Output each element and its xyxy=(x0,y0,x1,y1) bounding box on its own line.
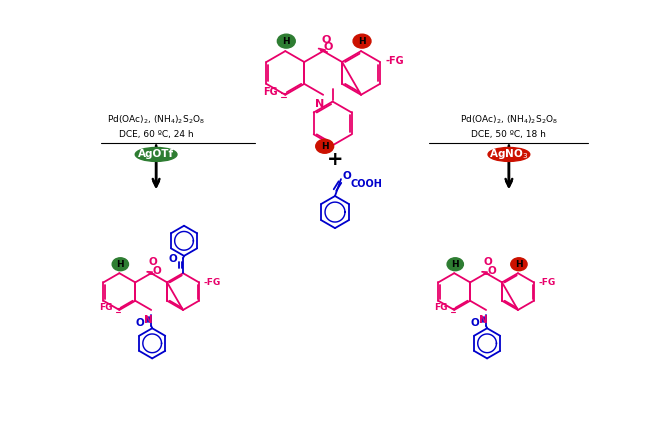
Text: AgNO$_3$: AgNO$_3$ xyxy=(489,148,529,161)
Ellipse shape xyxy=(447,258,464,271)
Text: H: H xyxy=(452,260,459,269)
Text: FG: FG xyxy=(434,304,448,312)
Text: O: O xyxy=(487,266,496,276)
Text: O: O xyxy=(149,257,158,267)
Text: H: H xyxy=(116,260,124,269)
Text: FG: FG xyxy=(99,304,112,312)
Text: DCE, 50 ºC, 18 h: DCE, 50 ºC, 18 h xyxy=(472,130,547,139)
Ellipse shape xyxy=(278,34,295,48)
Text: N: N xyxy=(479,315,488,325)
Text: N: N xyxy=(314,99,324,109)
Text: N: N xyxy=(144,315,153,325)
Text: O: O xyxy=(484,257,492,267)
Text: O: O xyxy=(169,254,177,264)
Ellipse shape xyxy=(316,139,334,153)
Text: +: + xyxy=(326,150,343,169)
Text: -FG: -FG xyxy=(386,56,405,66)
Text: O: O xyxy=(322,35,331,45)
Ellipse shape xyxy=(488,148,530,161)
Text: O: O xyxy=(136,318,145,328)
Text: FG: FG xyxy=(263,87,278,97)
Text: DCE, 60 ºC, 24 h: DCE, 60 ºC, 24 h xyxy=(119,130,193,139)
Text: O: O xyxy=(324,42,333,51)
Text: H: H xyxy=(282,37,290,46)
Text: H: H xyxy=(358,37,366,46)
Ellipse shape xyxy=(135,148,177,161)
Ellipse shape xyxy=(112,258,128,271)
Text: O: O xyxy=(152,266,161,276)
Text: O: O xyxy=(343,171,352,181)
Text: -FG: -FG xyxy=(204,278,221,287)
Text: O: O xyxy=(470,318,479,328)
Ellipse shape xyxy=(511,258,527,271)
Text: H: H xyxy=(321,142,328,151)
Text: -FG: -FG xyxy=(539,278,556,287)
Text: COOH: COOH xyxy=(351,179,383,189)
Text: Pd(OAc)$_2$, (NH$_4$)$_2$S$_2$O$_8$: Pd(OAc)$_2$, (NH$_4$)$_2$S$_2$O$_8$ xyxy=(460,114,558,126)
Text: H: H xyxy=(515,260,522,269)
Text: Pd(OAc)$_2$, (NH$_4$)$_2$S$_2$O$_8$: Pd(OAc)$_2$, (NH$_4$)$_2$S$_2$O$_8$ xyxy=(107,114,205,126)
Ellipse shape xyxy=(353,34,371,48)
Text: AgOTf: AgOTf xyxy=(138,149,174,160)
